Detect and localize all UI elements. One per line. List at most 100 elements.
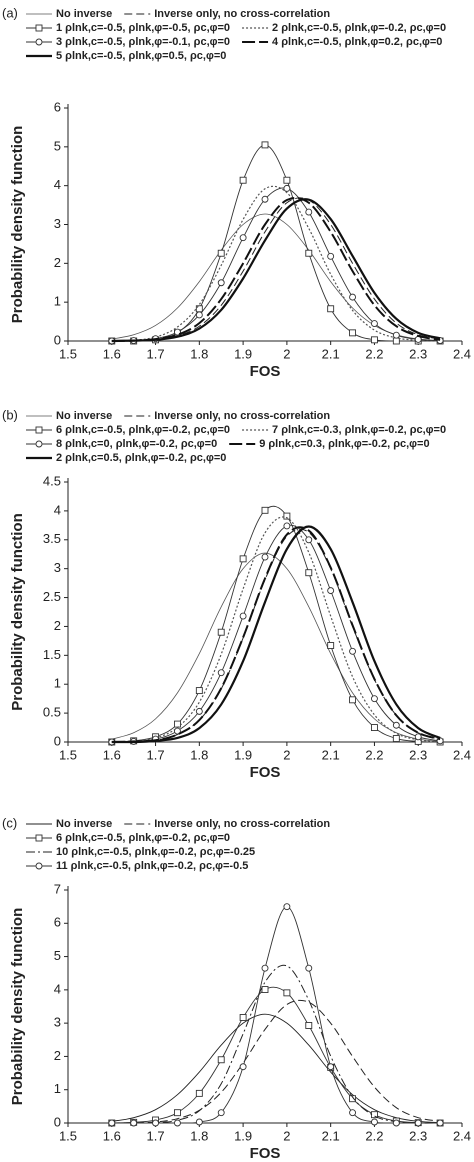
legend-label: 11 ρlnk,c=-0.5, ρlnk,φ=-0.2, ρc,φ=-0.5 bbox=[56, 860, 248, 872]
marker bbox=[130, 1119, 138, 1127]
marker bbox=[370, 724, 378, 732]
x-tick-label: 1.8 bbox=[190, 346, 208, 361]
x-tick-label: 2.4 bbox=[453, 346, 471, 361]
marker bbox=[195, 687, 203, 695]
y-tick-label: 1 bbox=[54, 676, 61, 691]
panel-label: (b) bbox=[2, 407, 18, 422]
x-tick-label: 1.5 bbox=[59, 747, 77, 762]
marker bbox=[35, 38, 43, 46]
marker bbox=[283, 176, 291, 184]
marker bbox=[152, 1119, 160, 1127]
marker bbox=[217, 628, 225, 636]
x-tick-label: 2.1 bbox=[322, 346, 340, 361]
marker bbox=[327, 305, 335, 313]
marker bbox=[370, 1118, 378, 1126]
series-line bbox=[111, 185, 441, 342]
marker bbox=[327, 1063, 335, 1071]
marker bbox=[35, 834, 43, 842]
legend-entry: Inverse only, no cross-correlation bbox=[124, 410, 330, 422]
y-tick-label: 2 bbox=[54, 618, 61, 633]
marker bbox=[239, 612, 247, 620]
x-tick-label: 2.4 bbox=[453, 747, 471, 762]
y-tick-label: 0 bbox=[54, 332, 61, 347]
legend-entry: 2 ρlnk,c=0.5, ρlnk,φ=-0.2, ρc,φ=0 bbox=[26, 452, 226, 464]
marker bbox=[173, 720, 181, 728]
marker bbox=[261, 506, 269, 514]
y-tick-label: 6 bbox=[54, 99, 61, 114]
series-line bbox=[111, 906, 441, 1124]
x-tick-label: 1.7 bbox=[147, 747, 165, 762]
legend-label: Inverse only, no cross-correlation bbox=[154, 818, 330, 830]
y-tick-label: 5 bbox=[54, 948, 61, 963]
marker bbox=[108, 1119, 116, 1127]
series-line bbox=[111, 197, 441, 342]
y-tick-label: 3 bbox=[54, 216, 61, 231]
marker bbox=[392, 1119, 400, 1127]
series-line bbox=[111, 1013, 441, 1124]
y-tick-label: 4 bbox=[54, 981, 61, 996]
y-tick-label: 5 bbox=[54, 138, 61, 153]
x-tick-label: 2.1 bbox=[322, 1128, 340, 1143]
series-line bbox=[111, 526, 441, 743]
legend-entry: 11 ρlnk,c=-0.5, ρlnk,φ=-0.2, ρc,φ=-0.5 bbox=[26, 860, 248, 872]
x-tick-label: 2.2 bbox=[365, 747, 383, 762]
series-line bbox=[111, 198, 441, 343]
marker bbox=[217, 249, 225, 257]
x-tick-label: 1.6 bbox=[103, 747, 121, 762]
marker bbox=[392, 735, 400, 742]
x-axis-title: FOS bbox=[250, 764, 281, 781]
x-tick-label: 2.1 bbox=[322, 747, 340, 762]
marker bbox=[261, 986, 269, 993]
x-tick-label: 1.8 bbox=[190, 747, 208, 762]
x-tick-label: 1.8 bbox=[190, 1128, 208, 1143]
x-tick-label: 1.7 bbox=[147, 1128, 165, 1143]
marker bbox=[349, 696, 357, 704]
y-tick-label: 0 bbox=[54, 733, 61, 748]
x-tick-label: 2.3 bbox=[409, 747, 427, 762]
y-tick-label: 4 bbox=[54, 177, 61, 192]
series-line bbox=[111, 964, 441, 1124]
y-tick-label: 1.5 bbox=[43, 647, 61, 662]
marker bbox=[239, 176, 247, 184]
legend-label: No inverse bbox=[56, 410, 112, 422]
series-line bbox=[111, 144, 441, 342]
y-tick-label: 4.5 bbox=[43, 473, 61, 488]
marker bbox=[261, 195, 269, 203]
legend-entry: 5 ρlnk,c=-0.5, ρlnk,φ=0.5, ρc,φ=0 bbox=[26, 50, 226, 62]
x-tick-label: 2.3 bbox=[409, 346, 427, 361]
legend-entry: 7 ρlnk,c=-0.3, ρlnk,φ=-0.2, ρc,φ=0 bbox=[242, 424, 446, 436]
legend-entry: 1 ρlnk,c=-0.5, ρlnk,φ=-0.5, ρc,φ=0 bbox=[26, 22, 230, 34]
marker bbox=[217, 1109, 225, 1117]
marker bbox=[217, 279, 225, 287]
series-line bbox=[111, 187, 441, 342]
y-tick-label: 1 bbox=[54, 1081, 61, 1096]
legend-label: 6 ρlnk,c=-0.5, ρlnk,φ=-0.2, ρc,φ=0 bbox=[56, 424, 230, 436]
marker bbox=[35, 862, 43, 870]
marker bbox=[327, 252, 335, 260]
marker bbox=[349, 1109, 357, 1117]
y-tick-label: 6 bbox=[54, 915, 61, 930]
legend-entry: 10 ρlnk,c=-0.5, ρlnk,φ=-0.2, ρc,φ=-0.25 bbox=[26, 846, 255, 858]
series-line bbox=[111, 986, 441, 1124]
legend-entry: 6 ρlnk,c=-0.5, ρlnk,φ=-0.2, ρc,φ=0 bbox=[26, 832, 230, 844]
marker bbox=[414, 733, 422, 741]
legend-label: No inverse bbox=[56, 8, 112, 20]
marker bbox=[35, 426, 43, 434]
legend-entry: 8 ρlnk,c=0, ρlnk,φ=-0.2, ρc,φ=0 bbox=[26, 438, 217, 450]
x-tick-label: 1.5 bbox=[59, 346, 77, 361]
marker bbox=[239, 1014, 247, 1021]
marker bbox=[392, 331, 400, 339]
series-line bbox=[111, 505, 441, 743]
marker bbox=[327, 642, 335, 649]
legend-entry: 6 ρlnk,c=-0.5, ρlnk,φ=-0.2, ρc,φ=0 bbox=[26, 424, 230, 436]
legend-entry: No inverse bbox=[26, 410, 112, 422]
panel-label: (a) bbox=[2, 5, 18, 20]
marker bbox=[261, 964, 269, 972]
y-tick-label: 2 bbox=[54, 255, 61, 270]
legend-label: 8 ρlnk,c=0, ρlnk,φ=-0.2, ρc,φ=0 bbox=[56, 438, 217, 450]
marker bbox=[173, 1109, 181, 1117]
y-tick-label: 3 bbox=[54, 560, 61, 575]
legend-label: 2 ρlnk,c=-0.5, ρlnk,φ=-0.2, ρc,φ=0 bbox=[272, 22, 446, 34]
marker bbox=[239, 1063, 247, 1071]
legend-label: 9 ρlnk,c=0.3, ρlnk,φ=-0.2, ρc,φ=0 bbox=[259, 438, 429, 450]
